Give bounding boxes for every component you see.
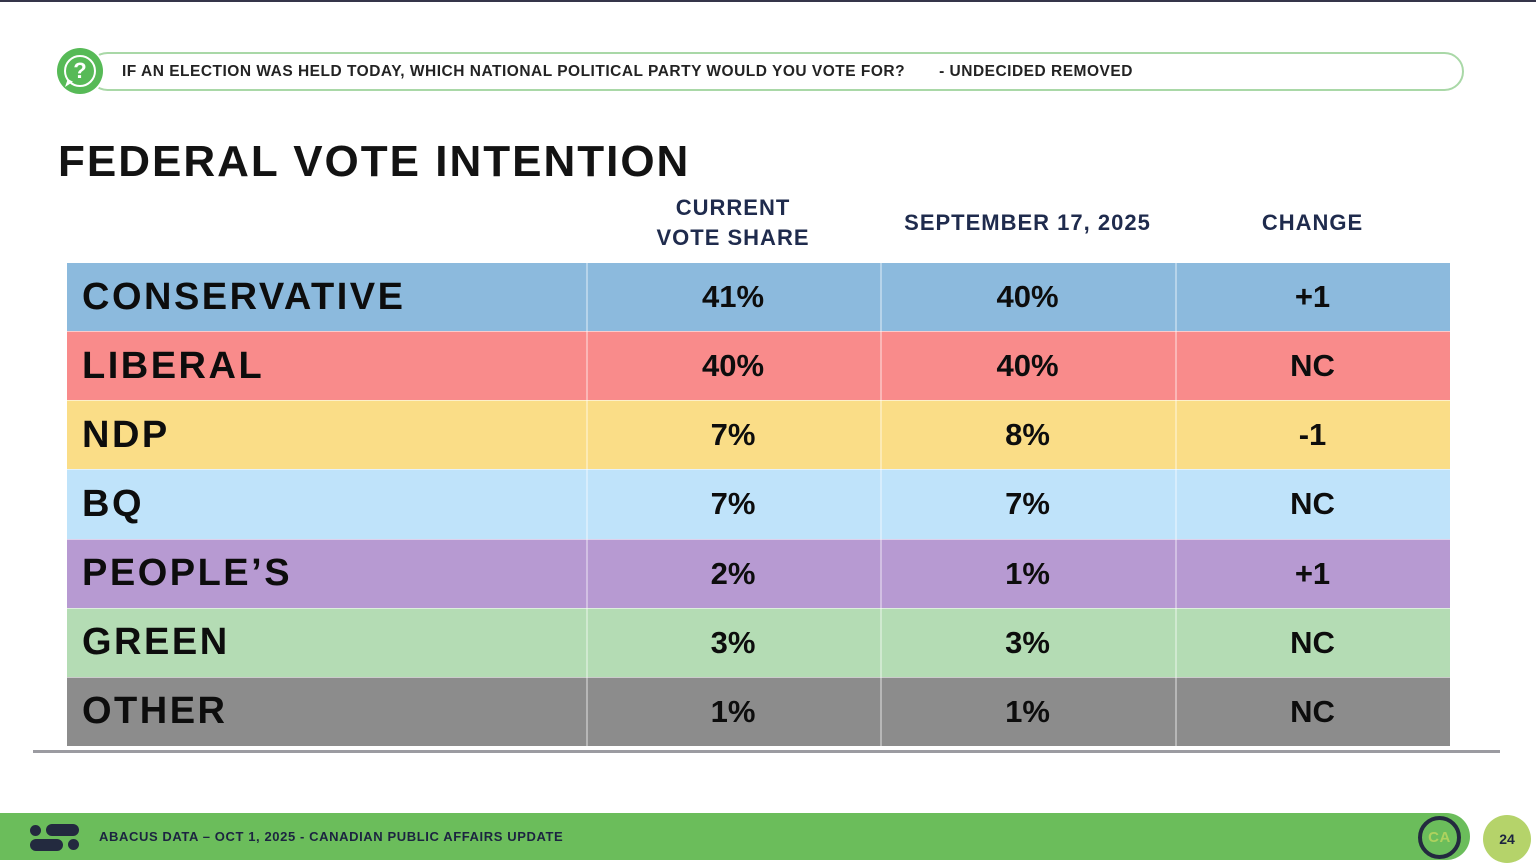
abacus-data-logo-icon <box>30 823 82 851</box>
current-vote-share: 7% <box>710 486 756 522</box>
previous-vote-share: 8% <box>1005 417 1050 453</box>
change-value: -1 <box>1298 417 1327 453</box>
current-vote-share: 3% <box>710 624 756 660</box>
current-vote-share: 2% <box>710 555 756 591</box>
table-row-green: GREEN 3% 3% NC <box>67 607 1450 677</box>
party-name: OTHER <box>82 690 228 733</box>
page-number-badge: 24 <box>1483 815 1531 863</box>
previous-vote-share: 1% <box>1005 693 1050 729</box>
table-row-bq: BQ 7% 7% NC <box>67 469 1450 539</box>
header-current-line2: VOTE SHARE <box>656 225 810 250</box>
change-value: NC <box>1290 348 1335 384</box>
party-name: LIBERAL <box>82 344 265 387</box>
ca-logo-badge: CA <box>1418 816 1461 859</box>
logo-pill <box>30 838 63 851</box>
current-vote-share: 7% <box>710 417 756 453</box>
column-divider <box>880 263 882 746</box>
table-row-other: OTHER 1% 1% NC <box>67 676 1450 746</box>
column-divider <box>586 263 588 746</box>
question-text: IF AN ELECTION WAS HELD TODAY, WHICH NAT… <box>122 62 906 80</box>
party-name: CONSERVATIVE <box>82 275 406 318</box>
logo-dot <box>68 838 79 850</box>
header-current-line1: CURRENT <box>675 195 791 220</box>
question-bubble-icon: ? <box>57 48 103 94</box>
table-row-peoples: PEOPLE’S 2% 1% +1 <box>67 538 1450 608</box>
logo-pill <box>46 823 79 836</box>
question-banner: IF AN ELECTION WAS HELD TODAY, WHICH NAT… <box>88 52 1464 91</box>
party-name: GREEN <box>82 621 230 664</box>
previous-vote-share: 7% <box>1005 486 1050 522</box>
undecided-removed-note: - UNDECIDED REMOVED <box>939 62 1133 80</box>
current-vote-share: 40% <box>701 348 765 384</box>
previous-vote-share: 3% <box>1005 624 1050 660</box>
logo-dot <box>30 824 41 836</box>
change-value: +1 <box>1294 555 1331 591</box>
slide-top-border <box>0 0 1536 2</box>
table-row-conservative: CONSERVATIVE 41% 40% +1 <box>67 263 1450 332</box>
column-divider <box>1175 263 1177 746</box>
party-name: NDP <box>82 413 170 456</box>
change-value: +1 <box>1294 279 1331 315</box>
footer-source-text: ABACUS DATA – OCT 1, 2025 - CANADIAN PUB… <box>99 829 564 844</box>
party-name: PEOPLE’S <box>82 552 293 595</box>
table-row-ndp: NDP 7% 8% -1 <box>67 400 1450 470</box>
column-header-september-17-2025: SEPTEMBER 17, 2025 <box>904 210 1151 235</box>
speech-bubble-outline <box>64 55 96 87</box>
question-mark-glyph: ? <box>73 58 87 83</box>
vote-intention-table: CONSERVATIVE 41% 40% +1 LIBERAL 40% 40% … <box>67 263 1450 746</box>
table-row-liberal: LIBERAL 40% 40% NC <box>67 331 1450 401</box>
change-value: NC <box>1290 624 1335 660</box>
party-name: BQ <box>82 482 144 525</box>
column-header-current-vote-share: CURRENT VOTE SHARE <box>586 193 880 253</box>
change-value: NC <box>1290 693 1335 729</box>
previous-vote-share: 40% <box>996 348 1059 384</box>
previous-vote-share: 1% <box>1005 555 1050 591</box>
footer-bar: ABACUS DATA – OCT 1, 2025 - CANADIAN PUB… <box>0 813 1470 860</box>
page-title: FEDERAL VOTE INTENTION <box>58 137 691 186</box>
current-vote-share: 1% <box>710 693 756 729</box>
column-header-change: CHANGE <box>1261 210 1364 235</box>
table-bottom-rule <box>33 750 1500 753</box>
current-vote-share: 41% <box>701 279 765 315</box>
previous-vote-share: 40% <box>996 279 1059 315</box>
change-value: NC <box>1290 486 1335 522</box>
